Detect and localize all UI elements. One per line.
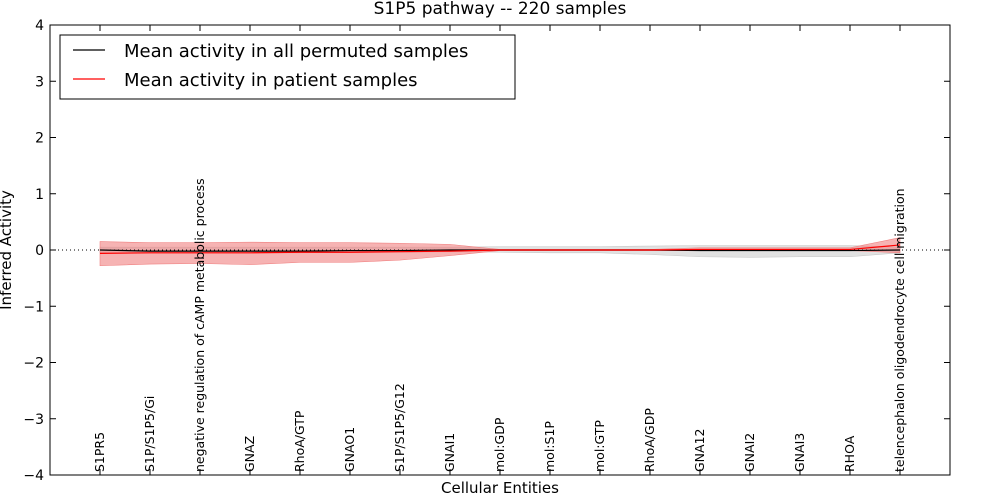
legend-label-permuted: Mean activity in all permuted samples	[124, 41, 468, 62]
x-axis-title: Cellular Entities	[441, 479, 559, 497]
band-patient	[99, 237, 901, 267]
entity-label: GNAI2	[742, 433, 757, 472]
y-tick-label: 4	[35, 18, 44, 34]
entity-label: mol:GDP	[492, 417, 507, 472]
entity-label: S1PR5	[92, 432, 107, 472]
y-tick-label: −1	[23, 299, 44, 315]
entity-label: GNAI1	[442, 433, 457, 472]
entity-label: GNAI3	[792, 433, 807, 472]
entity-label: telencephalon oligodendrocyte cell migra…	[892, 188, 907, 472]
y-tick-label: −4	[23, 468, 44, 484]
entity-label: RhoA/GDP	[642, 408, 657, 472]
entity-label: S1P/S1P5/Gi	[142, 396, 157, 472]
series-line-patient	[99, 244, 901, 254]
series-lines	[99, 244, 901, 254]
legend-box	[59, 34, 516, 100]
entity-label: RHOA	[842, 435, 857, 472]
y-tick-label: 0	[35, 243, 44, 259]
entity-label: GNAO1	[342, 427, 357, 472]
chart-title: S1P5 pathway -- 220 samples	[374, 0, 627, 19]
y-axis-title: Inferred Activity	[0, 190, 15, 310]
entity-label: S1P/S1P5/G12	[392, 383, 407, 472]
entity-label: mol:GTP	[592, 420, 607, 472]
entity-label: negative regulation of cAMP metabolic pr…	[192, 178, 207, 472]
entity-label: GNA12	[692, 429, 707, 473]
y-axis: 4 3 2 1 0 −1 −2 −3 −4	[23, 18, 950, 484]
legend-label-patient: Mean activity in patient samples	[124, 70, 418, 91]
y-tick-label: −2	[23, 356, 44, 372]
y-tick-label: 2	[35, 131, 44, 147]
y-tick-label: 1	[35, 187, 44, 203]
entity-labels: S1PR5 S1P/S1P5/Gi negative regulation of c…	[92, 178, 907, 472]
entity-label: RhoA/GTP	[292, 410, 307, 472]
entity-label: GNAZ	[242, 436, 257, 472]
legend: Mean activity in all permuted samples Me…	[59, 34, 516, 100]
y-tick-label: −3	[23, 412, 44, 428]
entity-label: mol:S1P	[542, 421, 557, 472]
y-tick-label: 3	[35, 74, 44, 90]
